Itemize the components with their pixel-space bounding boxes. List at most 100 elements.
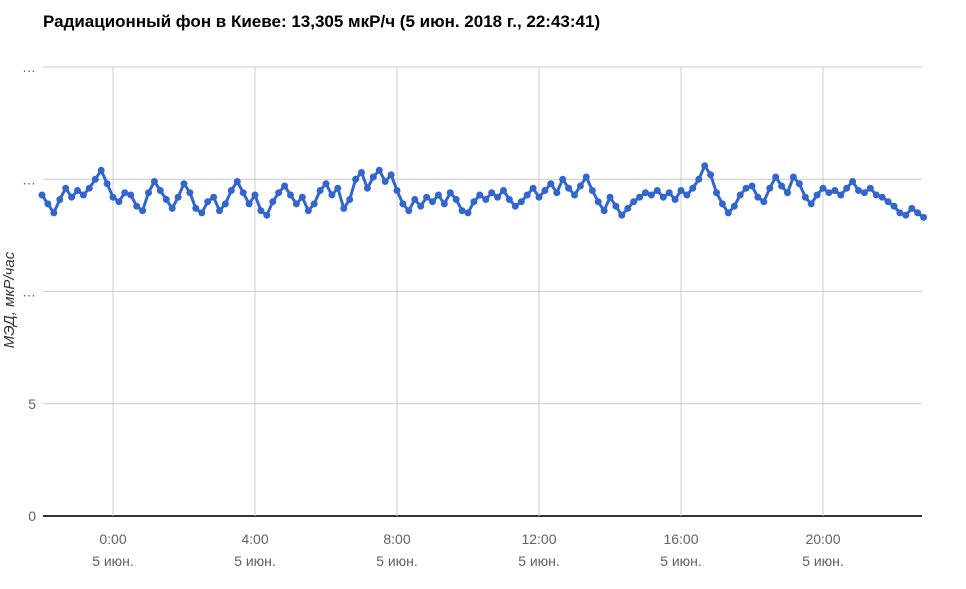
data-point[interactable]	[233, 178, 241, 185]
data-point[interactable]	[677, 187, 685, 194]
data-point[interactable]	[334, 184, 342, 192]
data-point[interactable]	[701, 162, 709, 170]
data-point[interactable]	[381, 178, 389, 185]
data-point[interactable]	[239, 189, 247, 197]
data-point[interactable]	[878, 193, 886, 201]
data-point[interactable]	[322, 180, 330, 188]
data-point[interactable]	[695, 175, 703, 183]
data-point[interactable]	[736, 191, 744, 199]
data-point[interactable]	[571, 191, 578, 199]
data-point[interactable]	[819, 184, 827, 192]
data-point[interactable]	[529, 184, 537, 192]
data-point[interactable]	[127, 191, 135, 199]
data-point[interactable]	[417, 202, 425, 210]
data-point[interactable]	[204, 198, 212, 206]
data-point[interactable]	[79, 191, 87, 199]
data-point[interactable]	[707, 171, 715, 179]
data-point[interactable]	[192, 204, 200, 212]
data-point[interactable]	[754, 193, 762, 201]
data-point[interactable]	[494, 193, 502, 201]
data-point[interactable]	[440, 200, 448, 208]
data-point[interactable]	[748, 182, 756, 190]
data-point[interactable]	[429, 198, 436, 206]
data-point[interactable]	[523, 191, 531, 199]
data-point[interactable]	[50, 209, 58, 217]
data-point[interactable]	[56, 196, 64, 203]
data-point[interactable]	[860, 189, 868, 197]
data-point[interactable]	[227, 187, 235, 194]
data-point[interactable]	[358, 169, 365, 176]
data-point[interactable]	[38, 191, 46, 199]
data-point[interactable]	[547, 180, 555, 188]
data-point[interactable]	[458, 207, 466, 215]
data-point[interactable]	[612, 202, 620, 210]
data-point[interactable]	[174, 193, 182, 201]
data-point[interactable]	[630, 198, 638, 206]
data-point[interactable]	[310, 200, 318, 208]
data-point[interactable]	[517, 198, 525, 206]
data-point[interactable]	[186, 189, 194, 197]
data-point[interactable]	[511, 202, 519, 210]
data-point[interactable]	[375, 166, 383, 174]
data-point[interactable]	[121, 189, 129, 197]
data-point[interactable]	[849, 178, 857, 185]
data-point[interactable]	[411, 196, 419, 203]
data-point[interactable]	[801, 193, 809, 201]
data-point[interactable]	[91, 175, 99, 183]
data-point[interactable]	[210, 193, 218, 201]
data-point[interactable]	[730, 202, 738, 210]
data-point[interactable]	[434, 191, 442, 199]
data-point[interactable]	[168, 204, 176, 212]
data-point[interactable]	[553, 189, 561, 197]
data-point[interactable]	[115, 198, 123, 206]
data-point[interactable]	[647, 191, 655, 199]
data-point[interactable]	[62, 184, 70, 192]
data-point[interactable]	[813, 191, 821, 199]
data-point[interactable]	[500, 187, 507, 194]
data-point[interactable]	[68, 193, 76, 201]
data-point[interactable]	[778, 182, 786, 190]
data-point[interactable]	[914, 209, 922, 217]
data-point[interactable]	[156, 187, 164, 194]
data-point[interactable]	[482, 196, 490, 203]
data-point[interactable]	[287, 191, 294, 199]
data-point[interactable]	[789, 173, 797, 181]
data-point[interactable]	[588, 187, 596, 194]
data-point[interactable]	[559, 175, 567, 183]
data-point[interactable]	[74, 187, 81, 194]
data-point[interactable]	[795, 180, 803, 188]
data-point[interactable]	[843, 184, 851, 192]
data-point[interactable]	[281, 182, 289, 190]
data-point[interactable]	[162, 196, 170, 203]
data-point[interactable]	[766, 184, 774, 192]
data-point[interactable]	[866, 184, 874, 192]
data-point[interactable]	[275, 189, 283, 197]
data-point[interactable]	[387, 171, 395, 179]
data-point[interactable]	[825, 189, 833, 197]
data-point[interactable]	[346, 196, 354, 203]
data-point[interactable]	[221, 200, 229, 208]
data-point[interactable]	[872, 191, 880, 199]
data-point[interactable]	[665, 189, 673, 197]
data-point[interactable]	[488, 189, 496, 197]
data-point[interactable]	[582, 173, 590, 181]
data-point[interactable]	[393, 187, 401, 194]
data-point[interactable]	[683, 191, 691, 199]
data-point[interactable]	[576, 182, 584, 190]
data-point[interactable]	[97, 166, 105, 174]
data-point[interactable]	[760, 198, 768, 206]
data-point[interactable]	[600, 207, 608, 215]
data-point[interactable]	[831, 187, 839, 194]
data-point[interactable]	[476, 191, 484, 199]
data-point[interactable]	[198, 209, 206, 217]
data-point[interactable]	[452, 196, 460, 203]
data-point[interactable]	[269, 198, 277, 206]
data-point[interactable]	[139, 207, 147, 215]
data-point[interactable]	[85, 184, 93, 192]
data-point[interactable]	[837, 191, 845, 199]
data-point[interactable]	[133, 202, 141, 210]
data-point[interactable]	[541, 187, 549, 194]
data-point[interactable]	[150, 178, 158, 185]
data-point[interactable]	[606, 193, 614, 201]
data-point[interactable]	[594, 198, 602, 206]
